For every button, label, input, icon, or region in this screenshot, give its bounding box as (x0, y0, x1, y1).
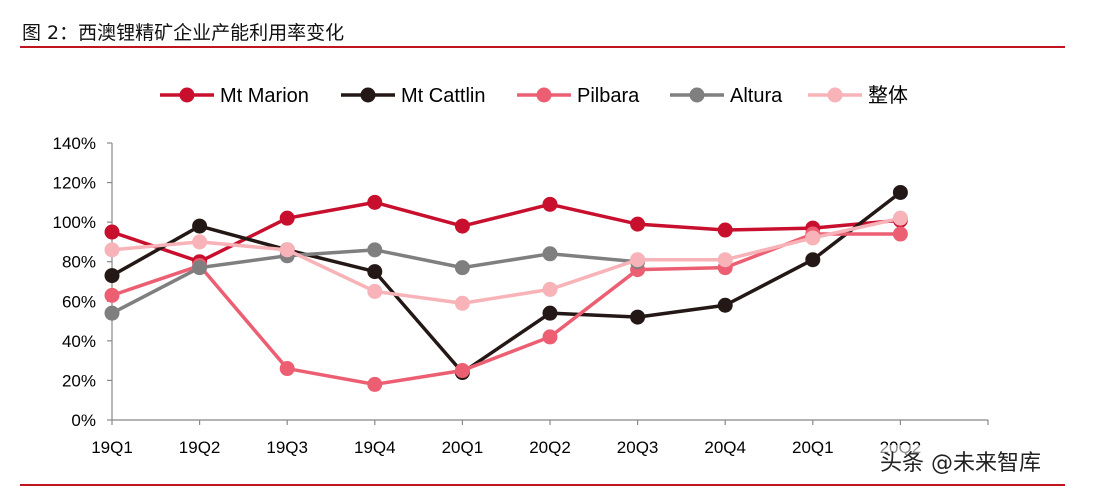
x-tick-label: 19Q2 (179, 438, 221, 457)
data-point (717, 222, 733, 238)
data-point (542, 246, 558, 262)
figure-title: 图 2：西澳锂精矿企业产能利用率变化 (22, 22, 345, 44)
y-tick-label: 100% (53, 213, 96, 232)
data-point (104, 242, 120, 258)
y-tick-label: 140% (53, 134, 96, 153)
series-line (111, 232, 901, 387)
data-point (279, 210, 295, 226)
x-tick-label: 20Q4 (704, 438, 746, 457)
data-point (542, 196, 558, 212)
data-point (104, 268, 120, 284)
y-tick-label: 80% (62, 253, 96, 272)
legend-item: 整体 (808, 84, 908, 107)
chart-axes: 0% 20% 40% 60% 80% 100% 120% 140% 19Q1 19Q2 19Q3 19… (53, 134, 989, 457)
series-altura (104, 242, 646, 321)
series-line (111, 191, 902, 375)
y-tick-label: 120% (53, 174, 96, 193)
data-point (542, 281, 558, 297)
legend-swatch-marker (827, 87, 843, 103)
x-tick-label: 19Q1 (91, 438, 133, 457)
data-point (367, 242, 383, 258)
data-point (367, 194, 383, 210)
x-tick-label: 20Q1 (792, 438, 834, 457)
legend-swatch-marker (689, 87, 705, 103)
data-point (630, 252, 646, 268)
data-point (542, 305, 558, 321)
data-point (104, 224, 120, 240)
legend-label: Mt Cattlin (401, 85, 485, 107)
data-point (717, 297, 733, 313)
data-point (454, 295, 470, 311)
x-tick-label: 19Q3 (266, 438, 308, 457)
data-point (367, 376, 383, 392)
data-point (192, 234, 208, 250)
legend-label: Altura (730, 85, 783, 107)
legend-item: Pilbara (517, 85, 640, 107)
legend-label: Pilbara (577, 85, 640, 107)
data-point (279, 242, 295, 258)
data-point (892, 226, 908, 242)
data-point (104, 305, 120, 321)
data-point (892, 184, 908, 200)
data-point (192, 218, 208, 234)
legend-item: Mt Cattlin (341, 85, 485, 107)
x-tick-label: 20Q2 (529, 438, 571, 457)
x-tick-label: 20Q1 (442, 438, 484, 457)
data-point (279, 361, 295, 377)
watermark: 头条 @未来智库 (876, 445, 1045, 477)
data-point (367, 264, 383, 280)
legend-label: 整体 (868, 84, 908, 107)
legend-item: Altura (670, 85, 783, 107)
legend-item: Mt Marion (160, 85, 309, 107)
chart-series (104, 184, 908, 392)
data-point (104, 287, 120, 303)
series-pilbara (104, 226, 908, 392)
footer-divider (20, 484, 1065, 486)
chart-legend: Mt Marion Mt Cattlin Pilbara Altura 整体 (160, 84, 908, 107)
data-point (805, 230, 821, 246)
series-line (111, 216, 901, 306)
data-point (367, 283, 383, 299)
x-tick-label: 19Q4 (354, 438, 396, 457)
data-point (454, 218, 470, 234)
legend-label: Mt Marion (220, 85, 309, 107)
data-point (892, 210, 908, 226)
series-line (111, 200, 901, 264)
y-tick-label: 0% (71, 411, 96, 430)
y-tick-label: 60% (62, 292, 96, 311)
data-point (630, 309, 646, 325)
data-point (192, 260, 208, 276)
legend-swatch-marker (360, 87, 376, 103)
y-tick-label: 20% (62, 371, 96, 390)
x-tick-label: 20Q3 (617, 438, 659, 457)
data-point (454, 363, 470, 379)
data-point (717, 252, 733, 268)
legend-swatch-marker (536, 87, 552, 103)
legend-swatch-marker (179, 87, 195, 103)
series-整体 (104, 210, 908, 311)
title-divider (20, 46, 1065, 48)
data-point (805, 252, 821, 268)
data-point (542, 329, 558, 345)
data-point (454, 260, 470, 276)
data-point (630, 216, 646, 232)
y-tick-label: 40% (62, 332, 96, 351)
